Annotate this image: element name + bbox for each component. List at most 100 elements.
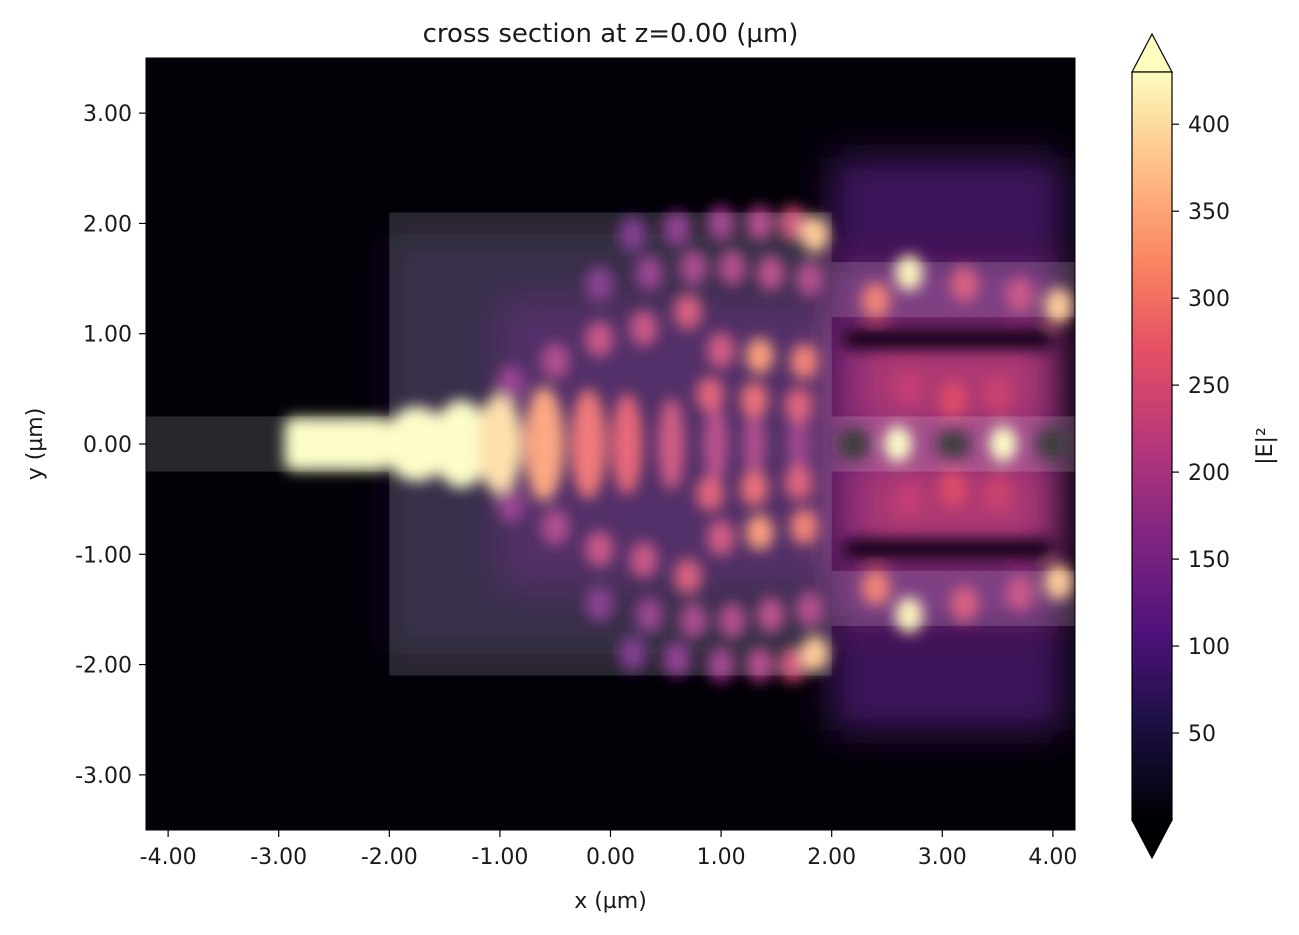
- colorbar-ticks: 50 100 150 200 250 300 350 400: [1172, 113, 1230, 747]
- field-spot: [718, 249, 747, 286]
- field-spot: [1044, 288, 1073, 325]
- output-waveguide-bottom: [831, 570, 1075, 626]
- field-spot: [790, 343, 819, 380]
- field-spot: [524, 386, 565, 502]
- field-spot: [745, 205, 774, 242]
- field-spot: [707, 519, 736, 556]
- field-spot: [618, 216, 647, 253]
- field-spot: [432, 399, 490, 489]
- x-tick-label: -3.00: [250, 845, 307, 870]
- y-tick-label: 3.00: [83, 102, 132, 127]
- colorbar: 50 100 150 200 250 300 350 400 |E|²: [1131, 32, 1278, 860]
- field-spot: [1044, 563, 1073, 600]
- field-spot: [541, 343, 570, 380]
- field-spot: [696, 376, 725, 413]
- field-spot: [784, 387, 813, 424]
- field-spot: [939, 470, 968, 507]
- plot-area: [146, 58, 1075, 830]
- field-spot: [950, 585, 979, 622]
- field-spot: [756, 596, 785, 633]
- input-waveguide: [146, 416, 390, 472]
- field-spot: [801, 635, 830, 672]
- output-waveguide-middle: [831, 416, 1075, 472]
- field-spot: [895, 596, 924, 633]
- field-spot: [673, 293, 702, 330]
- field-glow-region: [831, 631, 1064, 731]
- field-spot: [662, 210, 691, 247]
- x-tick-label: 0.00: [586, 845, 635, 870]
- field-spot: [635, 596, 664, 633]
- field-spot: [895, 481, 924, 518]
- chart-title: cross section at z=0.00 (µm): [423, 19, 799, 49]
- x-axis-ticks: -4.00 -3.00 -2.00 -1.00 0.00 1.00 2.00 3.00 4.00: [140, 830, 1077, 870]
- field-spot: [618, 635, 647, 672]
- y-tick-label: -1.00: [75, 543, 132, 568]
- field-spot: [1005, 574, 1034, 611]
- y-tick-label: 1.00: [83, 323, 132, 348]
- field-node: [842, 539, 1053, 558]
- colorbar-tick-label: 300: [1188, 287, 1230, 312]
- field-spot: [787, 413, 810, 475]
- field-spot: [673, 558, 702, 595]
- field-spot: [658, 397, 685, 491]
- y-tick-label: -3.00: [75, 764, 132, 789]
- field-spot: [679, 249, 708, 286]
- field-spot: [743, 410, 766, 478]
- field-glow-region: [831, 157, 1064, 257]
- output-waveguide-top: [831, 262, 1075, 318]
- field-spot: [707, 646, 736, 683]
- y-axis-label: y (µm): [23, 408, 48, 481]
- x-tick-label: -2.00: [361, 845, 418, 870]
- field-spot: [570, 388, 607, 500]
- field-node: [937, 428, 970, 460]
- field-spot: [801, 216, 830, 253]
- field-spot: [895, 370, 924, 407]
- field-spot: [745, 514, 774, 551]
- colorbar-extend-min: [1131, 819, 1173, 860]
- field-spot: [703, 404, 728, 484]
- field-spot: [496, 486, 525, 523]
- field-spot: [778, 205, 807, 242]
- field-spot: [383, 406, 451, 482]
- field-spot: [718, 602, 747, 639]
- field-spot: [284, 417, 390, 471]
- field-spot: [496, 365, 525, 402]
- colorbar-tick-label: 200: [1188, 461, 1230, 486]
- y-tick-label: 0.00: [83, 433, 132, 458]
- y-tick-label: 2.00: [83, 212, 132, 237]
- field-spot: [745, 337, 774, 374]
- field-spot: [884, 426, 913, 462]
- mmi-region: [389, 212, 832, 676]
- field-spot: [635, 255, 664, 292]
- colorbar-tick-label: 150: [1188, 548, 1230, 573]
- field-spot: [784, 464, 813, 501]
- y-tick-label: -2.00: [75, 654, 132, 679]
- field-spot: [778, 646, 807, 683]
- colorbar-tick-label: 400: [1188, 113, 1230, 138]
- field-spot: [662, 641, 691, 678]
- field-spot: [585, 266, 614, 303]
- field-spot: [585, 321, 614, 358]
- field-spot: [611, 393, 643, 495]
- x-tick-label: 1.00: [697, 845, 746, 870]
- x-tick-label: 3.00: [918, 845, 967, 870]
- field-spot: [629, 310, 658, 347]
- structure-overlays: [146, 212, 1075, 676]
- field-spot: [707, 205, 736, 242]
- field-spot: [541, 508, 570, 545]
- field-spot: [983, 376, 1012, 413]
- field-spot: [696, 475, 725, 512]
- colorbar-tick-label: 250: [1188, 374, 1230, 399]
- x-tick-label: 4.00: [1028, 845, 1077, 870]
- colorbar-label: |E|²: [1253, 427, 1278, 465]
- field-spot: [861, 282, 890, 319]
- field-node: [842, 330, 1053, 349]
- field-spot: [585, 585, 614, 622]
- field-spot: [983, 475, 1012, 512]
- colorbar-tick-label: 100: [1188, 635, 1230, 660]
- field-spot: [679, 602, 708, 639]
- field-spot: [707, 332, 736, 369]
- field-spot: [477, 393, 523, 495]
- field-spot: [950, 266, 979, 303]
